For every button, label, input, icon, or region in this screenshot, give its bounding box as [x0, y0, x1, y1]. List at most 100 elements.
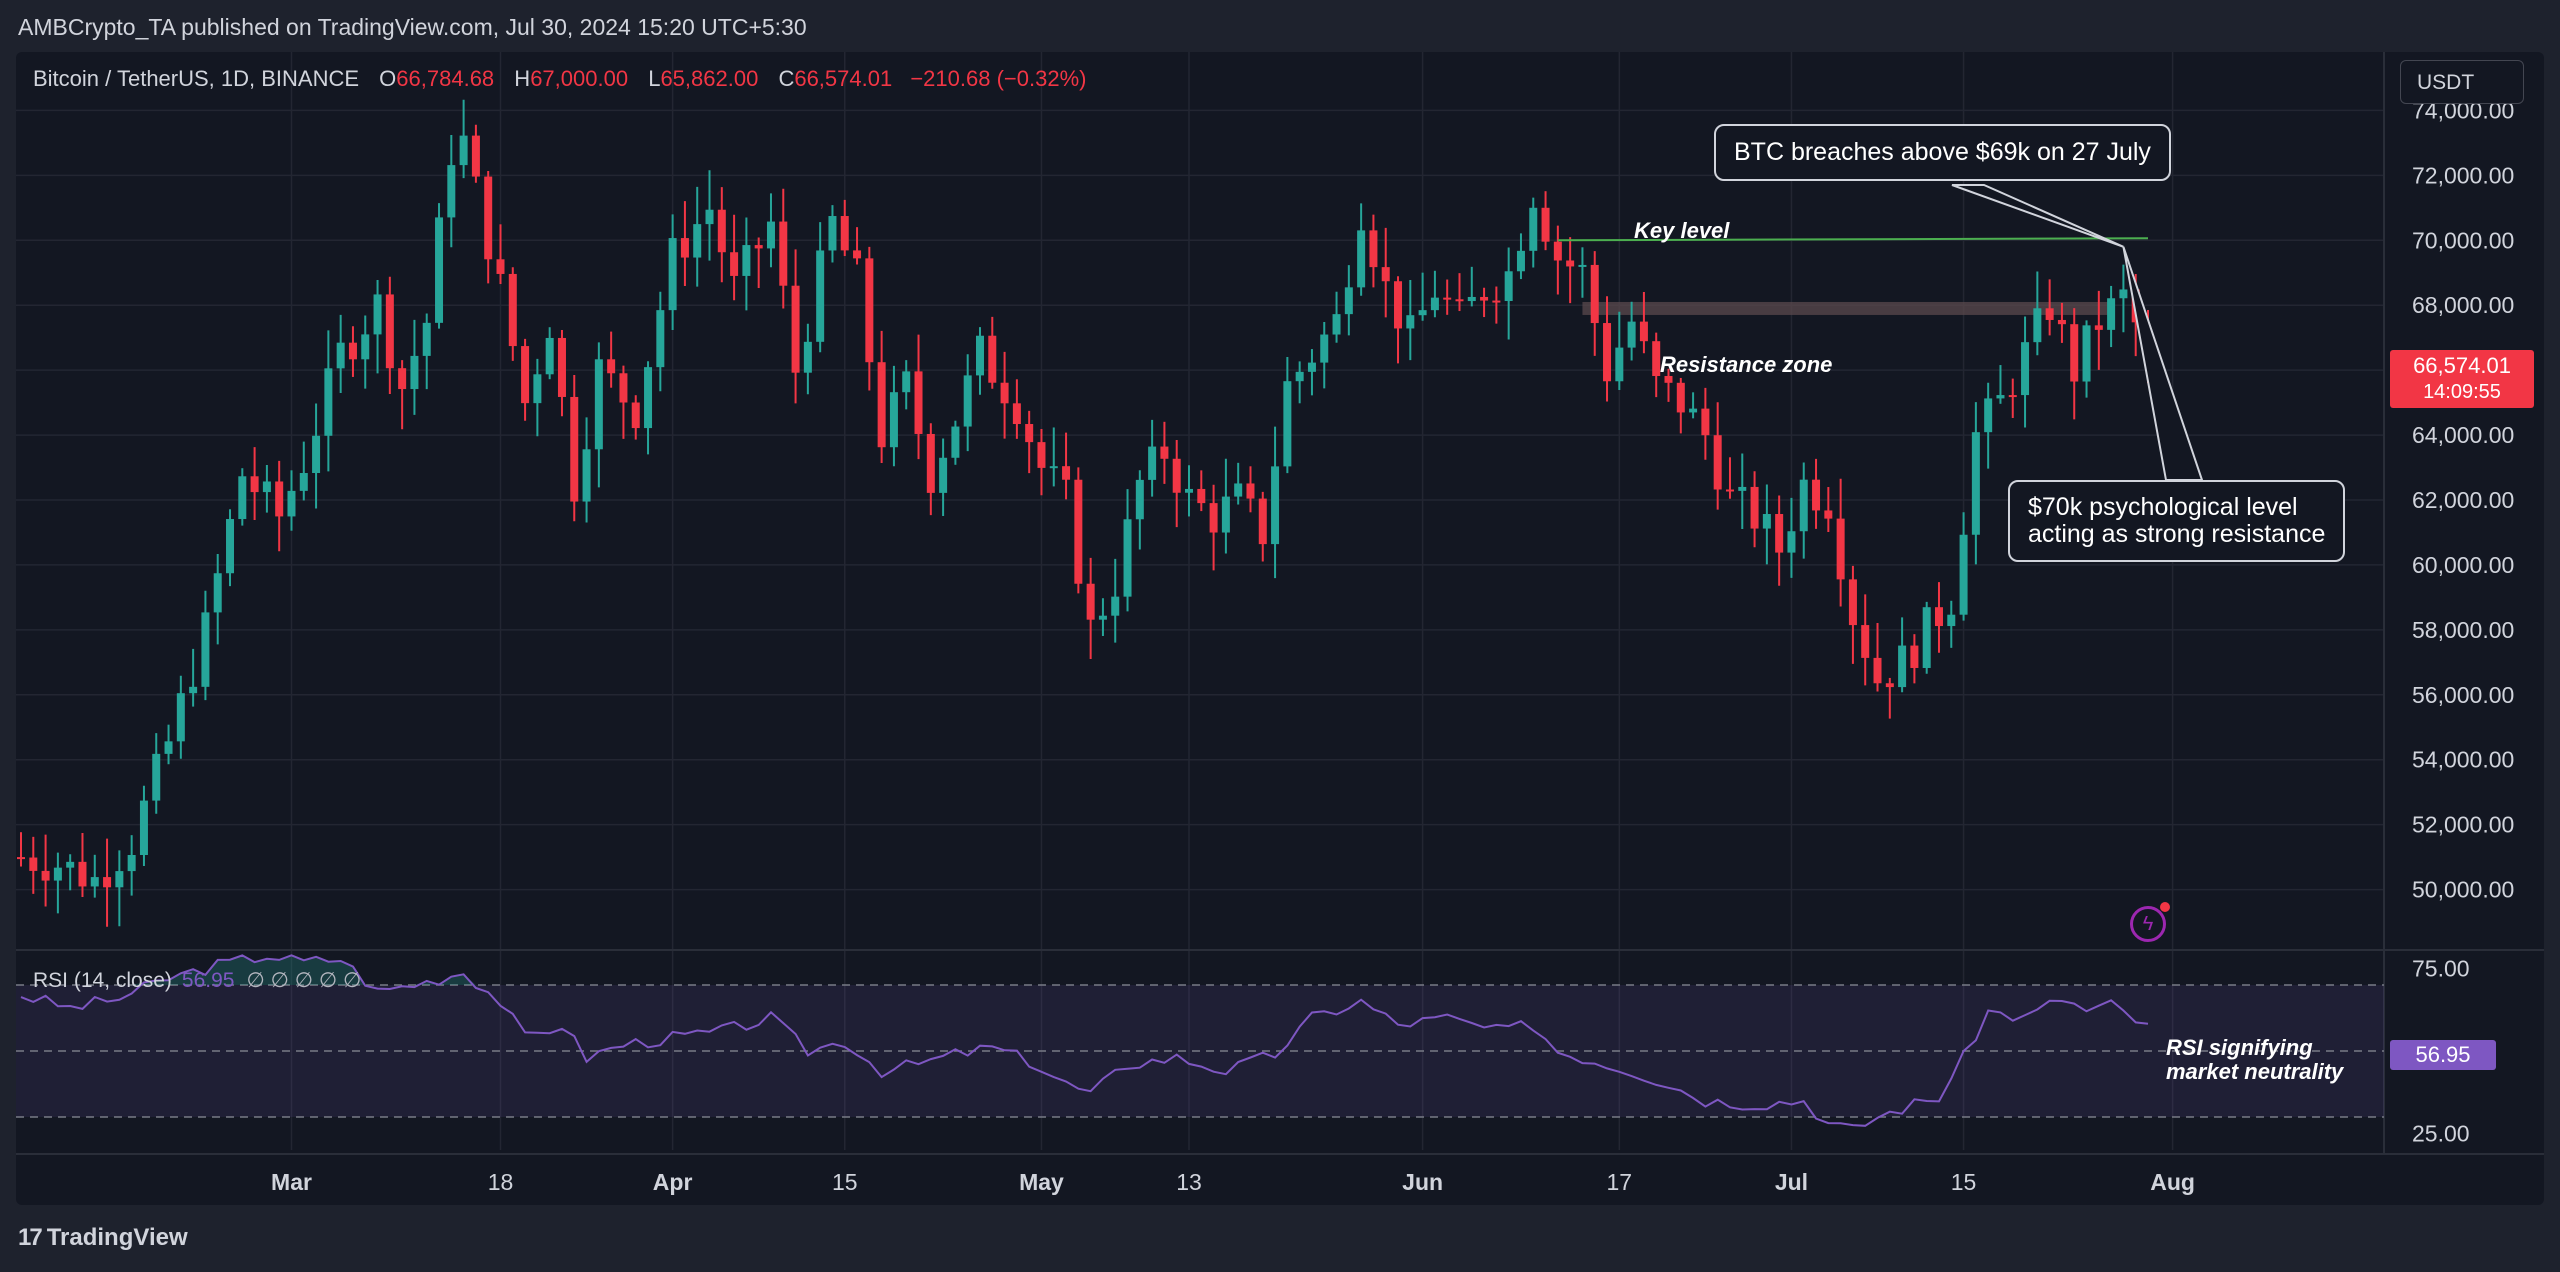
price-tick-label: 60,000.00	[2412, 552, 2514, 578]
candle-body	[1885, 683, 1894, 688]
grid-lines	[16, 52, 2544, 1155]
time-tick-label: 15	[832, 1169, 858, 1195]
lightning-icon[interactable]: ϟ	[2130, 906, 2166, 942]
candle-body	[1123, 519, 1132, 597]
callout-resistance[interactable]: $70k psychological level acting as stron…	[2008, 480, 2346, 562]
candle-body	[1529, 207, 1538, 251]
candle-body	[840, 216, 849, 251]
candle-body	[1934, 607, 1943, 627]
candle-body	[570, 396, 579, 502]
candle-body	[1701, 408, 1710, 436]
candle-body	[1541, 207, 1550, 242]
price-tick-label: 62,000.00	[2412, 487, 2514, 513]
candle-body	[680, 238, 689, 258]
candle-body	[1246, 483, 1255, 499]
candle-body	[865, 258, 874, 363]
candle-body	[1381, 267, 1390, 282]
candle-body	[103, 877, 112, 888]
candle-body	[1836, 518, 1845, 580]
candle-body	[152, 753, 161, 801]
publisher-line: AMBCrypto_TA published on TradingView.co…	[18, 14, 807, 40]
candle-body	[287, 490, 296, 517]
candle-body	[1418, 310, 1427, 316]
candle-body	[1049, 466, 1058, 469]
chart-panel[interactable]: 50,000.00 52,000.00 54,000.00 56,000.00 58,0…	[16, 52, 2544, 1205]
symbol-label[interactable]: Bitcoin / TetherUS, 1D, BINANCE	[33, 66, 360, 91]
candle-body	[1553, 241, 1562, 261]
time-tick-label: 13	[1176, 1169, 1202, 1195]
candle-body	[730, 252, 739, 276]
candle-body	[754, 245, 763, 249]
candle-body	[1738, 486, 1747, 491]
candle-body	[1098, 615, 1107, 620]
chart-canvas[interactable]: 50,000.00 52,000.00 54,000.00 56,000.00 58,0…	[16, 52, 2544, 1205]
candle-body	[656, 310, 665, 368]
tradingview-footer[interactable]: 17 TradingView	[18, 1224, 188, 1252]
candle-body	[1197, 488, 1206, 504]
candle-body	[1307, 362, 1316, 372]
candle-body	[975, 335, 984, 376]
candle-body	[1947, 614, 1956, 627]
candle-body	[275, 481, 284, 517]
key-level-label[interactable]: Key level	[1634, 218, 1730, 243]
candle-body	[594, 359, 603, 450]
rsi-annotation-line2: market neutrality	[2166, 1059, 2344, 1084]
candle-body	[336, 342, 345, 369]
currency-button[interactable]: USDT	[2400, 60, 2524, 104]
resistance-zone-label[interactable]: Resistance zone	[1660, 352, 1833, 377]
candle-body	[176, 693, 185, 742]
candle-body	[17, 857, 25, 860]
candle-body	[668, 238, 677, 311]
time-tick-label: Jun	[1402, 1169, 1443, 1195]
candle-body	[29, 857, 38, 871]
candle-body	[2070, 324, 2079, 382]
candle-body	[988, 335, 997, 383]
candle-body	[705, 209, 714, 225]
candle-body	[90, 877, 99, 887]
rsi-axis-label: 56.95	[2390, 1040, 2496, 1070]
last-price: 66,574.01	[2413, 353, 2511, 378]
candle-body	[1971, 432, 1980, 535]
candle-body	[312, 435, 321, 474]
tradingview-brand: TradingView	[46, 1224, 188, 1251]
candle-body	[2045, 308, 2054, 320]
candle-body	[139, 800, 148, 855]
candle-body	[1271, 466, 1280, 545]
candle-body	[127, 854, 136, 872]
axis-labels: 50,000.00 52,000.00 54,000.00 56,000.00 58,0…	[271, 97, 2514, 1195]
candle-body	[644, 367, 653, 429]
candle-body	[484, 176, 493, 260]
candle-body	[828, 216, 837, 251]
candle-body	[201, 612, 210, 687]
candle-body	[2021, 342, 2030, 396]
candle-body	[250, 476, 259, 493]
candle-body	[1861, 625, 1870, 658]
candle-body	[1172, 458, 1181, 493]
candle-body	[1283, 381, 1292, 467]
candle-body	[1480, 296, 1489, 301]
callout-resistance-pointer	[2122, 246, 2204, 481]
open-key: O	[379, 66, 397, 91]
candle-body	[262, 481, 271, 493]
price-tick-label: 72,000.00	[2412, 162, 2514, 188]
callout-breach[interactable]: BTC breaches above $69k on 27 July	[1714, 124, 2171, 181]
candle-body	[545, 337, 554, 375]
candle-body	[459, 135, 468, 166]
time-tick-label: 17	[1607, 1169, 1633, 1195]
candle-body	[889, 392, 898, 448]
candle-body	[926, 433, 935, 493]
candle-body	[1824, 510, 1833, 519]
candle-body	[2119, 289, 2128, 299]
candle-body	[213, 573, 222, 613]
candle-body	[939, 457, 948, 493]
candle-body	[1369, 230, 1378, 268]
resistance-zone-band	[1582, 301, 2112, 315]
rsi-annotation[interactable]: RSI signifying market neutrality	[2166, 1036, 2343, 1084]
candle-body	[422, 322, 431, 356]
price-tick-label: 58,000.00	[2412, 617, 2514, 643]
open-value: 66,784.68	[396, 66, 495, 91]
candle-body	[447, 165, 456, 218]
rsi-legend[interactable]: RSI (14, close) 56.95 ∅ ∅ ∅ ∅ ∅	[33, 968, 361, 993]
high-value: 67,000.00	[530, 66, 629, 91]
candle-body	[324, 368, 333, 436]
